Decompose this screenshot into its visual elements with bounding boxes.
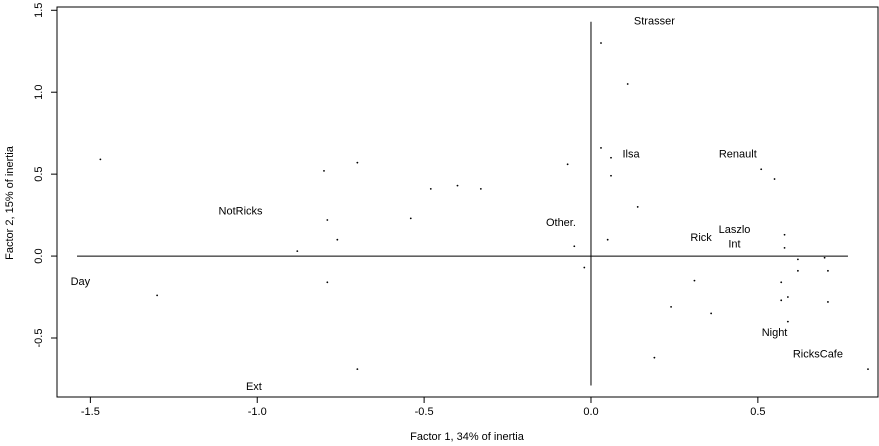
- data-point: [479, 187, 482, 190]
- point-labels: Strasser Ilsa Renault NotRicks Other. Laszlo R…: [71, 16, 843, 393]
- data-point: [827, 269, 829, 272]
- data-point: [797, 269, 799, 272]
- data-point: [409, 217, 412, 220]
- x-axis: -1.5 -1.0 -0.5 0.0 0.5: [81, 397, 766, 418]
- data-point: [670, 305, 672, 308]
- data-point: [780, 299, 783, 302]
- data-point: [99, 158, 102, 161]
- point-label: Int: [728, 239, 740, 251]
- data-point: [323, 169, 325, 172]
- point-label: Other.: [546, 217, 576, 229]
- data-point: [156, 294, 159, 297]
- point-label: Ext: [246, 381, 262, 393]
- data-point: [600, 42, 602, 44]
- data-point: [356, 161, 359, 164]
- point-label: Ilsa: [622, 148, 640, 160]
- data-point: [710, 312, 713, 315]
- data-points: [99, 42, 869, 371]
- data-point: [606, 238, 609, 241]
- data-point: [456, 184, 459, 187]
- y-axis: -0.5 0.0 0.5 1.0 1.5: [33, 3, 57, 348]
- data-point: [600, 147, 602, 149]
- data-point: [296, 250, 299, 253]
- point-label: Laszlo: [719, 224, 751, 236]
- data-point: [610, 156, 612, 159]
- x-tick-label: 0.5: [750, 406, 765, 418]
- point-label: RicksCafe: [793, 348, 843, 360]
- data-point: [783, 246, 786, 249]
- point-label: NotRicks: [219, 206, 264, 218]
- data-point: [653, 356, 656, 359]
- plot-frame: [56, 6, 879, 398]
- point-label: Day: [71, 276, 91, 288]
- x-axis-title: Factor 1, 34% of inertia: [410, 431, 525, 443]
- y-tick-label: -0.5: [33, 329, 45, 348]
- data-point: [326, 281, 329, 284]
- data-point: [636, 206, 639, 208]
- point-label: Night: [762, 327, 788, 339]
- point-label: Strasser: [634, 16, 675, 28]
- data-point: [610, 174, 612, 177]
- data-point: [786, 320, 789, 323]
- data-point: [780, 281, 783, 284]
- data-point: [823, 256, 826, 259]
- data-point: [573, 245, 576, 248]
- data-point: [356, 368, 359, 371]
- data-point: [429, 187, 432, 190]
- data-point: [786, 296, 789, 298]
- data-point: [783, 233, 786, 236]
- y-tick-label: 0.0: [33, 248, 45, 263]
- y-tick-label: 0.5: [33, 166, 45, 181]
- x-tick-label: -1.0: [248, 406, 267, 418]
- data-point: [336, 238, 339, 241]
- x-tick-label: -0.5: [415, 406, 434, 418]
- data-point: [760, 168, 763, 171]
- data-point: [797, 258, 799, 261]
- data-point: [867, 368, 869, 371]
- data-point: [693, 279, 696, 282]
- data-point: [566, 163, 569, 166]
- x-tick-label: -1.5: [81, 406, 100, 418]
- data-point: [827, 301, 829, 303]
- reference-lines: [77, 21, 848, 386]
- data-point: [326, 219, 329, 221]
- y-tick-label: 1.5: [33, 3, 45, 18]
- x-tick-label: 0.0: [583, 406, 598, 418]
- y-tick-label: 1.0: [33, 85, 45, 100]
- data-point: [583, 266, 586, 269]
- y-axis-title: Factor 2, 15% of inertia: [4, 145, 16, 260]
- point-label: Rick: [690, 232, 712, 244]
- data-point: [773, 178, 776, 180]
- data-point: [626, 83, 629, 85]
- point-label: Renault: [719, 148, 757, 160]
